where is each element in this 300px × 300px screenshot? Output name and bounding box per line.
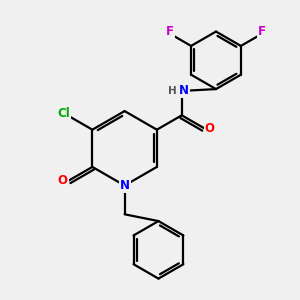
- Text: N: N: [120, 179, 130, 192]
- Text: N: N: [179, 84, 189, 98]
- Text: O: O: [58, 174, 68, 187]
- Text: O: O: [205, 122, 215, 134]
- Text: H: H: [168, 86, 177, 96]
- Text: F: F: [258, 25, 266, 38]
- Text: F: F: [166, 25, 174, 38]
- Text: Cl: Cl: [58, 107, 70, 120]
